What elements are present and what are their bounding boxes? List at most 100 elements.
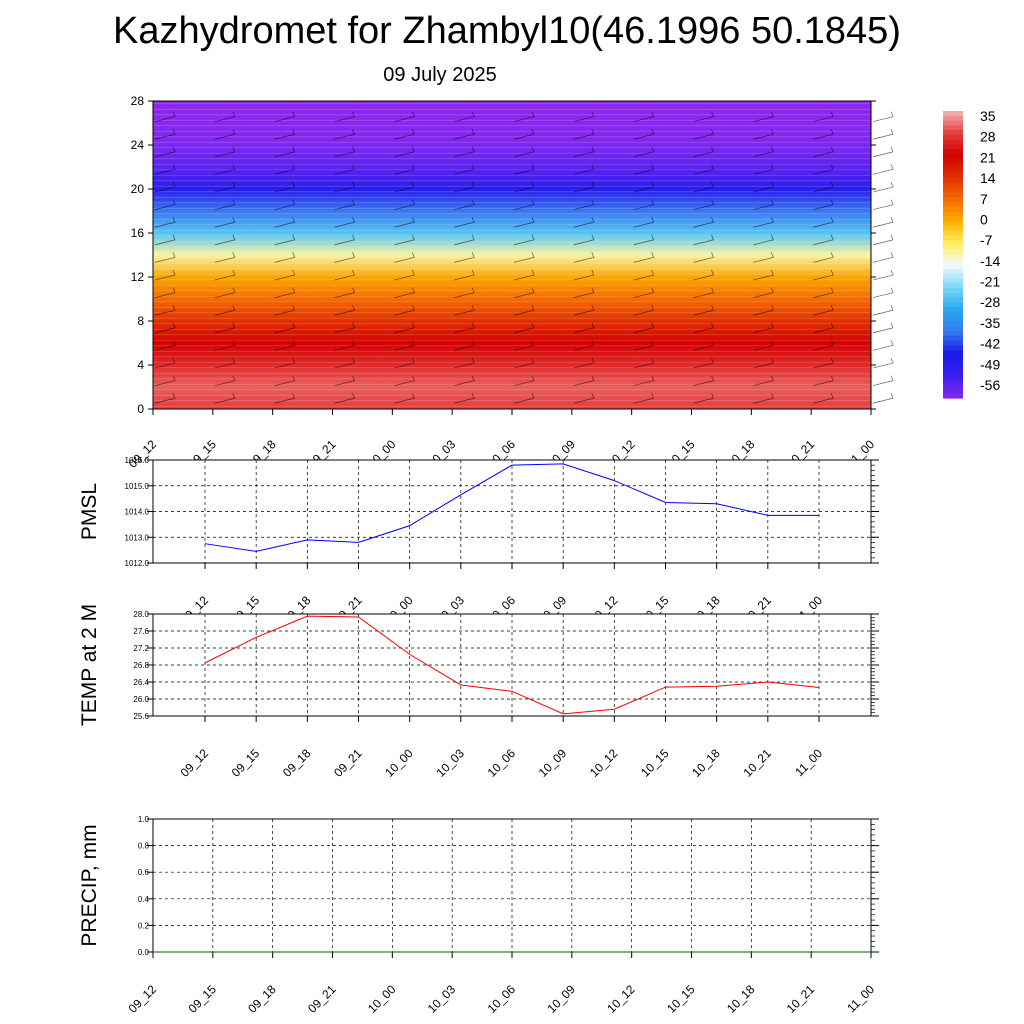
colorbar-segment bbox=[943, 163, 963, 169]
panel-x-tick-label: 09_15 bbox=[185, 982, 219, 1016]
panel-x-tick-label: 09_18 bbox=[245, 982, 279, 1016]
wind-barb bbox=[573, 305, 595, 316]
wind-barb bbox=[813, 234, 834, 246]
wind-barb bbox=[633, 393, 655, 404]
colorbar-label: 14 bbox=[980, 170, 996, 186]
wind-barb bbox=[573, 199, 595, 210]
wind-barb bbox=[394, 199, 415, 210]
colorbar-segment bbox=[943, 249, 963, 256]
wind-barb bbox=[513, 181, 535, 193]
wind-barb bbox=[633, 305, 655, 316]
wind-barb bbox=[693, 217, 715, 228]
panel-x-tick-label: 10_03 bbox=[425, 982, 459, 1016]
wind-barb bbox=[334, 252, 356, 263]
panel-y-tick-label: 26.8 bbox=[133, 661, 149, 670]
panel-x-tick-label: 10_15 bbox=[664, 982, 698, 1016]
colorbar-segment bbox=[943, 302, 963, 308]
colorbar-segment bbox=[943, 158, 963, 165]
wind-barb bbox=[693, 146, 715, 158]
colorbar-segment bbox=[943, 393, 963, 399]
wind-barb bbox=[753, 217, 774, 228]
panel-y-tick-label: 25.6 bbox=[133, 712, 149, 721]
wind-barb bbox=[513, 217, 535, 228]
colorbar-segment bbox=[943, 331, 963, 337]
wind-barb bbox=[813, 305, 834, 316]
wind-barb bbox=[513, 146, 535, 158]
panel-y-tick-label: 1014.0 bbox=[125, 508, 150, 517]
wind-barb bbox=[513, 375, 535, 386]
wind-barb bbox=[693, 129, 715, 140]
wind-barb bbox=[394, 252, 415, 263]
wind-barb bbox=[274, 129, 296, 140]
wind-barb bbox=[872, 199, 894, 210]
colorbar-label: -14 bbox=[980, 253, 1000, 269]
panel-x-tick-label: 09_21 bbox=[331, 746, 365, 780]
wind-barb bbox=[813, 217, 834, 228]
colorbar-segment bbox=[943, 268, 963, 275]
colorbar-segment bbox=[943, 335, 963, 342]
wind-barb bbox=[813, 393, 834, 404]
wind-barb bbox=[693, 164, 715, 175]
wind-barb bbox=[573, 357, 595, 369]
wind-barb bbox=[334, 181, 356, 193]
panel-y-tick-label: 27.2 bbox=[133, 644, 149, 653]
wind-barb bbox=[633, 217, 655, 228]
colorbar-segment bbox=[943, 292, 963, 299]
wind-barb bbox=[633, 322, 655, 334]
colorbar-segment bbox=[943, 321, 963, 327]
colorbar-segment bbox=[943, 326, 963, 332]
wind-barb bbox=[394, 217, 415, 228]
colorbar-segment bbox=[943, 120, 963, 126]
wind-barb bbox=[633, 357, 655, 369]
wind-barb bbox=[214, 393, 236, 404]
wind-barb bbox=[214, 375, 236, 386]
colorbar-segment bbox=[943, 201, 963, 208]
wind-barb bbox=[394, 234, 415, 246]
wind-barb bbox=[872, 357, 894, 369]
wind-barb bbox=[513, 357, 535, 369]
wind-barb bbox=[872, 217, 894, 228]
colorbar-segment bbox=[943, 187, 963, 193]
wind-barb bbox=[334, 217, 356, 228]
wind-barb bbox=[693, 375, 715, 386]
wind-barb bbox=[274, 393, 296, 404]
wind-barb bbox=[693, 287, 715, 298]
wind-barb bbox=[334, 146, 356, 158]
colorbar-segment bbox=[943, 316, 963, 323]
panel-x-tick-label: 11_00 bbox=[844, 982, 877, 1015]
colorbar-segment bbox=[943, 297, 963, 303]
wind-barb bbox=[214, 252, 236, 263]
wind-barb bbox=[753, 393, 774, 404]
panel-x-tick-label: 09_15 bbox=[229, 746, 263, 780]
heatmap-y-tick-label: 24 bbox=[131, 138, 145, 152]
wind-barb bbox=[154, 269, 176, 281]
heatmap-y-tick-label: 16 bbox=[131, 226, 145, 240]
colorbar-label: 21 bbox=[980, 149, 996, 165]
colorbar-segment bbox=[943, 216, 963, 222]
wind-barb bbox=[753, 287, 774, 298]
wind-barb bbox=[154, 164, 176, 175]
wind-barb bbox=[454, 146, 475, 158]
colorbar-segment bbox=[943, 283, 963, 289]
wind-barb bbox=[513, 305, 535, 316]
wind-barb bbox=[693, 322, 715, 334]
colorbar-segment bbox=[943, 206, 963, 213]
wind-barb bbox=[154, 181, 176, 193]
colorbar-segment bbox=[943, 311, 963, 318]
wind-barb bbox=[334, 340, 356, 351]
panel-y-axis-label: PRECIP, mm bbox=[78, 824, 101, 946]
wind-barb bbox=[872, 146, 894, 158]
wind-barb bbox=[454, 217, 475, 228]
colorbar-segment bbox=[943, 364, 963, 370]
wind-barb bbox=[274, 111, 296, 122]
colorbar-label: 28 bbox=[980, 129, 996, 145]
wind-barb bbox=[573, 164, 595, 175]
wind-barb bbox=[813, 375, 834, 386]
wind-barb bbox=[214, 181, 236, 193]
wind-barb bbox=[274, 357, 296, 369]
wind-barb bbox=[274, 305, 296, 316]
wind-barb bbox=[454, 129, 475, 140]
wind-barb bbox=[274, 322, 296, 334]
wind-barb bbox=[214, 340, 236, 351]
